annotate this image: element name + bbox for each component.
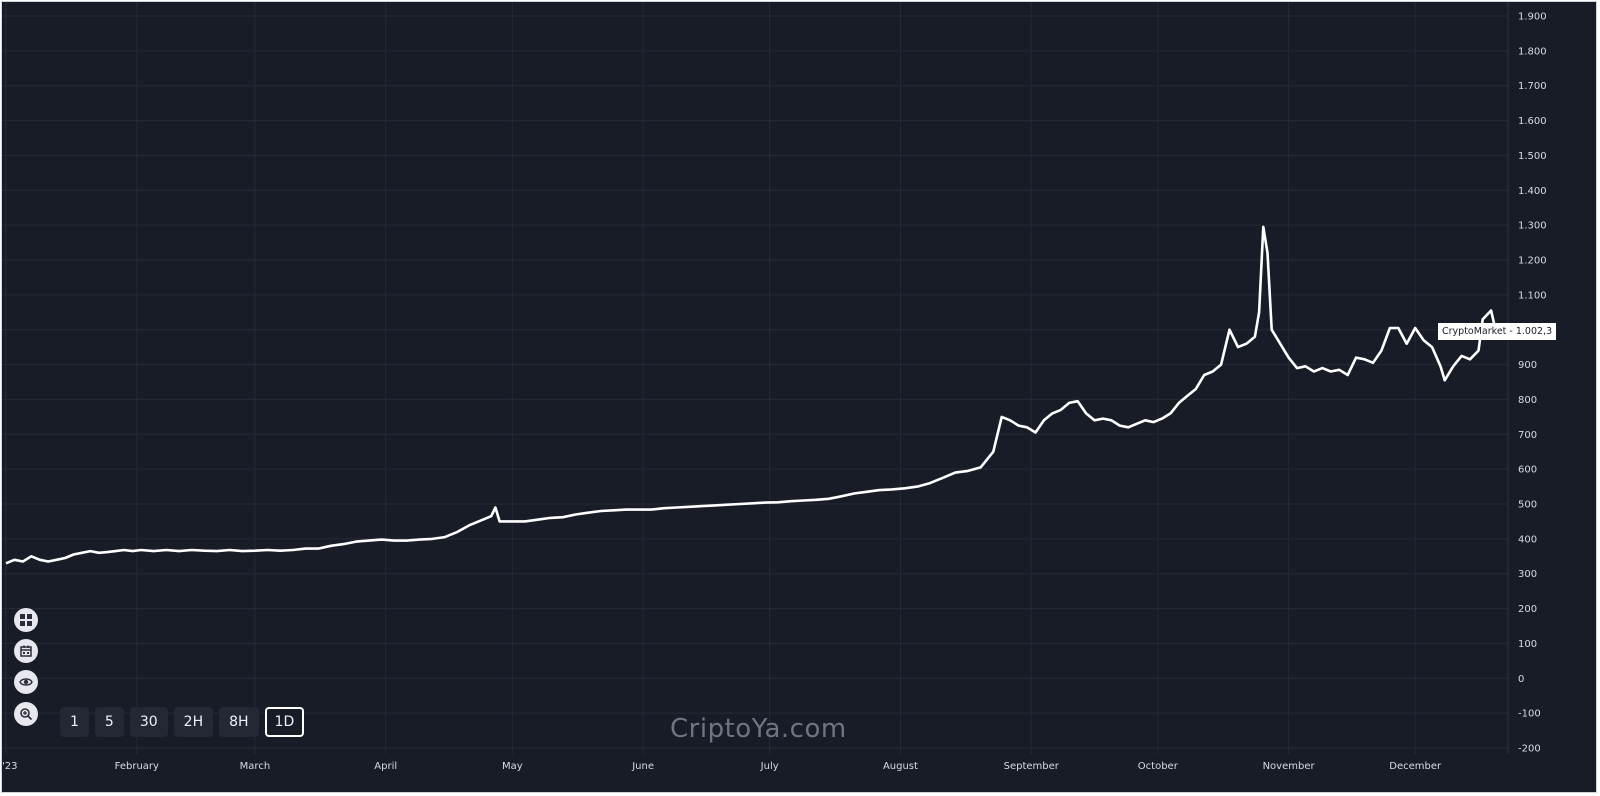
last-value-label: CryptoMarket - 1.002,3 (1438, 323, 1557, 340)
timeframe-1d-button[interactable]: 1D (264, 707, 305, 737)
timeframe-5-button[interactable]: 5 (94, 707, 124, 737)
y-tick-label: 1.700 (1518, 81, 1547, 92)
y-tick-label: -200 (1518, 744, 1541, 755)
eye-icon (19, 678, 33, 686)
y-tick-label: 1.400 (1518, 186, 1547, 197)
timeframe-2h-button[interactable]: 2H (173, 707, 214, 737)
x-axis: '23 February March April May June July August Se… (2, 761, 1442, 772)
y-tick-label: 0 (1518, 674, 1524, 685)
y-tick-label: 700 (1518, 430, 1537, 441)
y-tick-label: 800 (1518, 395, 1537, 406)
x-tick-label: December (1389, 761, 1442, 772)
y-tick-label: 400 (1518, 534, 1537, 545)
y-tick-label: 1.600 (1518, 116, 1547, 127)
y-tick-label: 1.100 (1518, 290, 1547, 301)
y-tick-label: 900 (1518, 360, 1537, 371)
series-line-cryptomarket (5, 225, 1497, 565)
grid-layer (2, 2, 1509, 754)
calendar-icon (20, 645, 32, 657)
y-tick-label: -100 (1518, 709, 1541, 720)
x-tick-label: April (374, 761, 397, 772)
y-tick-label: 1.200 (1518, 256, 1547, 267)
x-tick-label: May (502, 761, 523, 772)
calendar-button[interactable] (14, 639, 38, 663)
y-tick-label: 1.900 (1518, 12, 1547, 23)
x-tick-label: February (115, 761, 159, 772)
y-tick-label: 1.500 (1518, 151, 1547, 162)
series-layer (5, 225, 1508, 565)
x-tick-label: '23 (2, 761, 17, 772)
y-tick-label: 600 (1518, 465, 1537, 476)
x-tick-label: July (760, 761, 779, 772)
x-tick-label: August (883, 761, 918, 772)
y-tick-label: 100 (1518, 639, 1537, 650)
y-tick-label: 1.800 (1518, 46, 1547, 57)
fit-screen-icon (20, 614, 32, 626)
timeframe-selector: 1 5 30 2H 8H 1D (60, 707, 305, 737)
y-tick-label: 200 (1518, 604, 1537, 615)
y-tick-label: 1.300 (1518, 221, 1547, 232)
zoom-in-icon (20, 708, 33, 721)
timeframe-8h-button[interactable]: 8H (219, 707, 259, 737)
x-tick-label: September (1004, 761, 1060, 772)
y-tick-label: 500 (1518, 500, 1537, 511)
x-tick-label: June (631, 761, 654, 772)
fit-screen-button[interactable] (14, 608, 38, 632)
y-axis: -200-10001002003004005006007008009001.00… (1518, 12, 1547, 755)
timeframe-1-button[interactable]: 1 (60, 707, 89, 737)
y-tick-label: 300 (1518, 569, 1537, 580)
watermark: CriptoYa.com (670, 714, 847, 744)
x-tick-label: October (1138, 761, 1179, 772)
timeframe-30-button[interactable]: 30 (129, 707, 168, 737)
visibility-button[interactable] (14, 670, 38, 694)
x-tick-label: November (1263, 761, 1316, 772)
x-tick-label: March (240, 761, 270, 772)
zoom-button[interactable] (14, 702, 38, 726)
